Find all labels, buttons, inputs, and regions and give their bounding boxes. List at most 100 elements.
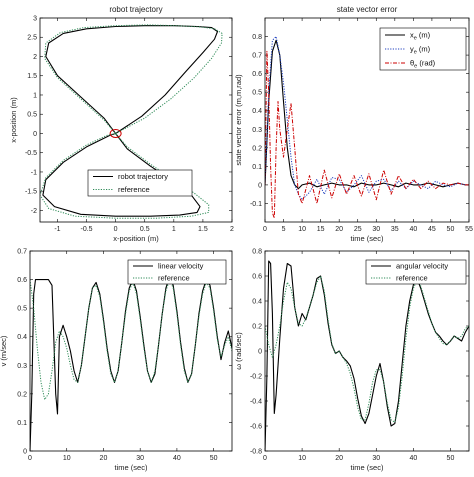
- chart-panel: state vector error 0 5 10 15 20 25 30 35 40 45 50 55…: [234, 5, 473, 243]
- x-tick-label: 10: [298, 226, 306, 233]
- plot-frame: [39, 17, 233, 223]
- legend-label: θe (rad): [410, 59, 436, 70]
- x-tick-label: 2: [230, 226, 234, 233]
- x-tick-label: 0: [263, 455, 267, 462]
- legend-box: [87, 169, 193, 197]
- y-tick-label: 1: [33, 92, 37, 99]
- x-tick-label: 35: [391, 226, 399, 233]
- x-tick-label: 10: [63, 455, 71, 462]
- plot-frame: [264, 250, 470, 452]
- y-tick-label: 0.6: [17, 277, 27, 284]
- legend-box: [127, 259, 227, 285]
- legend-label: ye (m): [410, 45, 431, 56]
- x-tick-label: 55: [465, 226, 473, 233]
- series-line: [30, 276, 232, 451]
- y-tick-label: 0.7: [252, 53, 262, 60]
- x-tick-label: 50: [447, 226, 455, 233]
- y-tick-label: -1: [31, 169, 37, 176]
- x-tick-label: 10: [298, 455, 306, 462]
- legend-box: [365, 259, 467, 285]
- y-tick-label: 0.6: [252, 274, 262, 281]
- legend-label: robot trajectory: [118, 172, 168, 181]
- y-tick-label: -0.4: [250, 399, 262, 406]
- x-tick-label: 1.5: [198, 226, 208, 233]
- y-tick-label: -1.5: [25, 189, 37, 196]
- plot-area: [265, 36, 469, 219]
- legend: robot trajectory reference: [87, 169, 193, 197]
- y-tick-label: 0.2: [252, 324, 262, 331]
- y-axis-label: state vector error (m,m,rad): [234, 74, 243, 166]
- legend: xe (m) ye (m) θe (rad): [379, 27, 467, 71]
- y-tick-label: 0.5: [17, 306, 27, 313]
- x-tick-label: 1: [172, 226, 176, 233]
- y-tick-label: -0.8: [250, 449, 262, 456]
- x-tick-label: 20: [335, 455, 343, 462]
- y-tick-label: 0: [258, 349, 262, 356]
- plot-area: [265, 260, 469, 451]
- y-tick-label: -0.6: [250, 424, 262, 431]
- y-tick-label: -2: [31, 208, 37, 215]
- y-tick-label: -0.1: [250, 201, 262, 208]
- y-tick-label: 0: [33, 131, 37, 138]
- legend-label: reference: [396, 274, 428, 283]
- legend-label: angular velocity: [396, 262, 448, 271]
- series-line: [42, 25, 219, 217]
- x-tick-label: 0: [114, 226, 118, 233]
- y-tick-label: 0: [258, 182, 262, 189]
- legend: linear velocity reference: [127, 259, 227, 285]
- x-tick-label: 20: [335, 226, 343, 233]
- x-tick-label: -0.5: [81, 226, 93, 233]
- y-tick-label: 0.4: [17, 334, 27, 341]
- x-tick-label: 25: [354, 226, 362, 233]
- y-tick-label: 0.7: [17, 249, 27, 256]
- plot-area: [40, 24, 223, 219]
- x-tick-label: 30: [136, 455, 144, 462]
- legend-label: linear velocity: [158, 262, 204, 271]
- x-tick-label: 40: [173, 455, 181, 462]
- y-tick-label: 0.5: [27, 112, 37, 119]
- x-tick-label: 0: [28, 455, 32, 462]
- y-tick-label: 0.2: [17, 391, 27, 398]
- plot-frame: [29, 250, 233, 452]
- x-tick-label: -1: [54, 226, 60, 233]
- series-line: [265, 275, 469, 423]
- y-tick-label: 2.5: [27, 35, 37, 42]
- x-tick-label: 5: [282, 226, 286, 233]
- y-tick-label: 1.5: [27, 73, 37, 80]
- y-tick-label: 0.3: [17, 363, 27, 370]
- chart-panel: 0 10 20 30 40 50 -0.8 -0.6 -0.4 -0.2 0 0.2 0.4 0.6 0.8…: [234, 249, 470, 472]
- start-point-circle: [109, 128, 122, 138]
- x-tick-label: 50: [210, 455, 218, 462]
- chart-title: state vector error: [337, 5, 398, 14]
- plot-area: [30, 276, 232, 451]
- x-tick-label: 15: [317, 226, 325, 233]
- legend-label: reference: [118, 185, 150, 194]
- x-axis-label: time (sec): [351, 234, 384, 243]
- series-line: [265, 260, 469, 451]
- legend-label: reference: [158, 274, 190, 283]
- y-tick-label: 0.4: [252, 108, 262, 115]
- y-axis-label: v (m/sec): [0, 335, 8, 366]
- x-tick-label: 50: [447, 455, 455, 462]
- y-tick-label: 0.1: [252, 164, 262, 171]
- x-tick-label: 40: [409, 455, 417, 462]
- y-tick-label: 0.6: [252, 71, 262, 78]
- chart-title: robot trajectory: [109, 5, 162, 14]
- x-tick-label: 0: [263, 226, 267, 233]
- x-tick-label: 20: [100, 455, 108, 462]
- y-tick-label: 3: [33, 16, 37, 23]
- series-line: [30, 279, 232, 401]
- x-tick-label: 30: [372, 455, 380, 462]
- x-axis-label: x-position (m): [113, 234, 159, 243]
- y-tick-label: 0.1: [17, 420, 27, 427]
- y-tick-label: 0: [23, 449, 27, 456]
- y-axis-label: ω (rad/sec): [234, 332, 243, 370]
- series-line: [40, 24, 223, 219]
- legend: angular velocity reference: [365, 259, 467, 285]
- y-tick-label: 2: [33, 54, 37, 61]
- x-tick-label: 30: [372, 226, 380, 233]
- plot-frame: [264, 17, 470, 223]
- x-axis-label: time (sec): [351, 463, 384, 472]
- y-tick-label: 0.8: [252, 34, 262, 41]
